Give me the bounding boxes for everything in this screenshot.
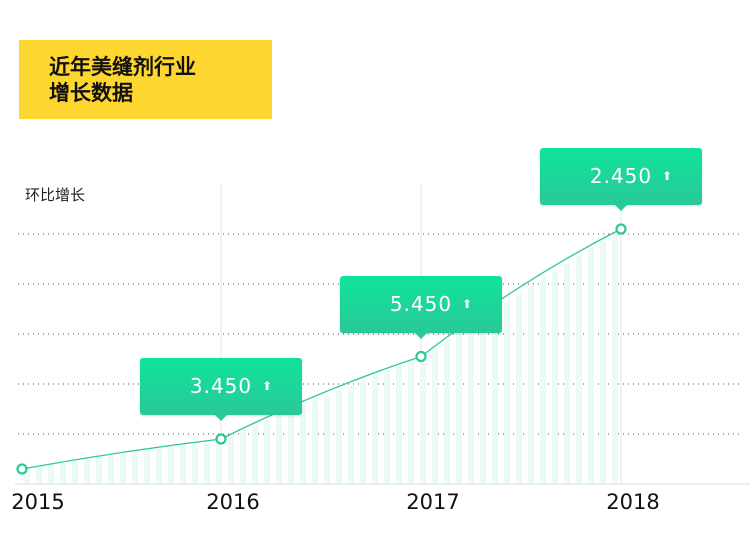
up-arrow-icon: ⬆ <box>262 379 273 393</box>
data-point-2015 <box>16 463 28 475</box>
data-label-callout-2017: 5.450 ⬆ <box>340 275 502 339</box>
title-line-1: 近年美缝剂行业 <box>49 55 196 79</box>
data-label-callout-2018: 2.450 ⬆ <box>540 148 702 211</box>
data-label-callout-2016: 3.450 ⬆ <box>140 358 302 421</box>
x-tick-label: 2017 <box>406 490 460 514</box>
up-arrow-icon: ⬆ <box>462 296 473 311</box>
title-line-2: 增长数据 <box>49 81 133 105</box>
data-point-2016 <box>215 433 227 445</box>
title-box: 近年美缝剂行业 增长数据 <box>19 40 272 119</box>
data-label-value: 5.450 <box>389 291 453 316</box>
area-fill <box>22 229 621 484</box>
series-line <box>21 228 622 470</box>
data-point-2018 <box>615 223 627 235</box>
x-tick-label: 2016 <box>206 490 260 514</box>
up-arrow-icon: ⬆ <box>662 169 673 183</box>
x-tick-label: 2015 <box>11 490 65 514</box>
data-point-2017 <box>415 350 427 363</box>
data-label-value: 2.450 <box>589 164 653 188</box>
y-axis-label: 环比增长 <box>25 186 86 204</box>
data-label-value: 3.450 <box>189 374 253 398</box>
x-tick-label: 2018 <box>606 490 660 514</box>
